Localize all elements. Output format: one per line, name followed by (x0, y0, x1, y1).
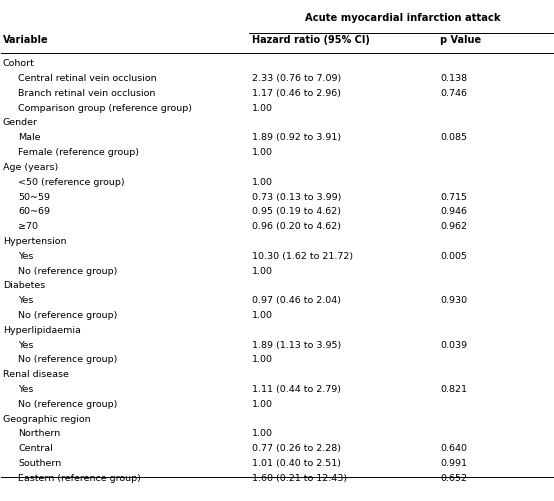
Text: 0.652: 0.652 (440, 473, 468, 482)
Text: Yes: Yes (18, 384, 34, 393)
Text: 1.89 (1.13 to 3.95): 1.89 (1.13 to 3.95) (252, 340, 341, 349)
Text: p Value: p Value (440, 35, 481, 45)
Text: 0.95 (0.19 to 4.62): 0.95 (0.19 to 4.62) (252, 207, 341, 216)
Text: 1.17 (0.46 to 2.96): 1.17 (0.46 to 2.96) (252, 89, 341, 98)
Text: ≥70: ≥70 (18, 221, 38, 230)
Text: 2.33 (0.76 to 7.09): 2.33 (0.76 to 7.09) (252, 74, 341, 83)
Text: Central: Central (18, 443, 53, 452)
Text: 1.00: 1.00 (252, 399, 273, 408)
Text: 0.96 (0.20 to 4.62): 0.96 (0.20 to 4.62) (252, 221, 341, 230)
Text: 0.946: 0.946 (440, 207, 468, 216)
Text: Age (years): Age (years) (3, 162, 58, 171)
Text: No (reference group): No (reference group) (18, 266, 117, 275)
Text: 0.930: 0.930 (440, 296, 468, 305)
Text: 10.30 (1.62 to 21.72): 10.30 (1.62 to 21.72) (252, 251, 353, 260)
Text: 0.821: 0.821 (440, 384, 468, 393)
Text: Male: Male (18, 133, 41, 142)
Text: 1.00: 1.00 (252, 428, 273, 437)
Text: 0.138: 0.138 (440, 74, 468, 83)
Text: Acute myocardial infarction attack: Acute myocardial infarction attack (305, 13, 500, 23)
Text: 0.005: 0.005 (440, 251, 468, 260)
Text: 50~59: 50~59 (18, 192, 50, 201)
Text: Eastern (reference group): Eastern (reference group) (18, 473, 141, 482)
Text: Geographic region: Geographic region (3, 414, 90, 423)
Text: 1.60 (0.21 to 12.43): 1.60 (0.21 to 12.43) (252, 473, 347, 482)
Text: 0.085: 0.085 (440, 133, 468, 142)
Text: 0.039: 0.039 (440, 340, 468, 349)
Text: Yes: Yes (18, 340, 34, 349)
Text: Variable: Variable (3, 35, 48, 45)
Text: 0.746: 0.746 (440, 89, 468, 98)
Text: 1.00: 1.00 (252, 266, 273, 275)
Text: 1.89 (0.92 to 3.91): 1.89 (0.92 to 3.91) (252, 133, 341, 142)
Text: 0.991: 0.991 (440, 458, 468, 467)
Text: Hypertension: Hypertension (3, 236, 66, 245)
Text: Yes: Yes (18, 251, 34, 260)
Text: Hazard ratio (95% CI): Hazard ratio (95% CI) (252, 35, 370, 45)
Text: 1.00: 1.00 (252, 148, 273, 157)
Text: 0.73 (0.13 to 3.99): 0.73 (0.13 to 3.99) (252, 192, 341, 201)
Text: 0.962: 0.962 (440, 221, 468, 230)
Text: <50 (reference group): <50 (reference group) (18, 177, 125, 186)
Text: 1.01 (0.40 to 2.51): 1.01 (0.40 to 2.51) (252, 458, 341, 467)
Text: 0.715: 0.715 (440, 192, 468, 201)
Text: Hyperlipidaemia: Hyperlipidaemia (3, 325, 81, 334)
Text: 1.00: 1.00 (252, 310, 273, 319)
Text: Gender: Gender (3, 118, 38, 127)
Text: Southern: Southern (18, 458, 61, 467)
Text: Branch retinal vein occlusion: Branch retinal vein occlusion (18, 89, 156, 98)
Text: Central retinal vein occlusion: Central retinal vein occlusion (18, 74, 157, 83)
Text: No (reference group): No (reference group) (18, 310, 117, 319)
Text: 1.11 (0.44 to 2.79): 1.11 (0.44 to 2.79) (252, 384, 341, 393)
Text: 0.640: 0.640 (440, 443, 468, 452)
Text: Cohort: Cohort (3, 59, 35, 68)
Text: No (reference group): No (reference group) (18, 399, 117, 408)
Text: 60~69: 60~69 (18, 207, 50, 216)
Text: 0.77 (0.26 to 2.28): 0.77 (0.26 to 2.28) (252, 443, 341, 452)
Text: Yes: Yes (18, 296, 34, 305)
Text: Renal disease: Renal disease (3, 369, 69, 378)
Text: 1.00: 1.00 (252, 103, 273, 112)
Text: 1.00: 1.00 (252, 355, 273, 364)
Text: Female (reference group): Female (reference group) (18, 148, 139, 157)
Text: Comparison group (reference group): Comparison group (reference group) (18, 103, 192, 112)
Text: No (reference group): No (reference group) (18, 355, 117, 364)
Text: 1.00: 1.00 (252, 177, 273, 186)
Text: Diabetes: Diabetes (3, 281, 45, 290)
Text: 0.97 (0.46 to 2.04): 0.97 (0.46 to 2.04) (252, 296, 341, 305)
Text: Northern: Northern (18, 428, 60, 437)
